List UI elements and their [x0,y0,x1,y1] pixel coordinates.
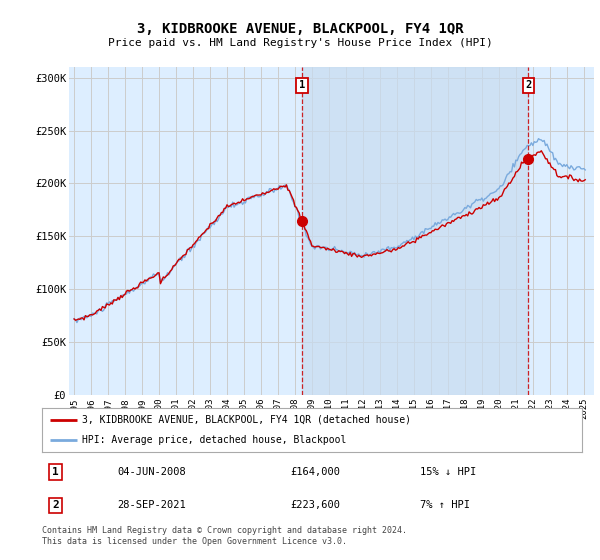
Bar [302,67,529,395]
Text: £164,000: £164,000 [290,467,340,477]
Text: 1: 1 [52,467,59,477]
Text: 2: 2 [525,80,532,90]
Text: Price paid vs. HM Land Registry's House Price Index (HPI): Price paid vs. HM Land Registry's House … [107,38,493,48]
Text: 04-JUN-2008: 04-JUN-2008 [118,467,187,477]
Text: 1: 1 [299,80,305,90]
Text: HPI: Average price, detached house, Blackpool: HPI: Average price, detached house, Blac… [83,435,347,445]
Text: 15% ↓ HPI: 15% ↓ HPI [420,467,476,477]
Text: Contains HM Land Registry data © Crown copyright and database right 2024.
This d: Contains HM Land Registry data © Crown c… [42,526,407,546]
Text: £223,600: £223,600 [290,501,340,510]
Text: 2: 2 [52,501,59,510]
Text: 28-SEP-2021: 28-SEP-2021 [118,501,187,510]
Text: 3, KIDBROOKE AVENUE, BLACKPOOL, FY4 1QR (detached house): 3, KIDBROOKE AVENUE, BLACKPOOL, FY4 1QR … [83,415,412,425]
Text: 7% ↑ HPI: 7% ↑ HPI [420,501,470,510]
Text: 3, KIDBROOKE AVENUE, BLACKPOOL, FY4 1QR: 3, KIDBROOKE AVENUE, BLACKPOOL, FY4 1QR [137,22,463,36]
